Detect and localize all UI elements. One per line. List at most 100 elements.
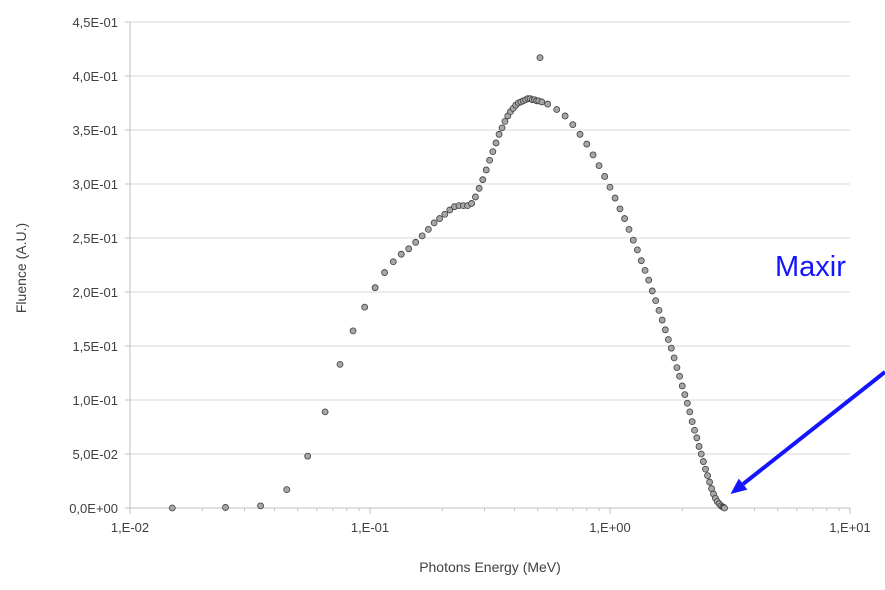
data-point — [673, 364, 681, 372]
data-point — [489, 148, 497, 156]
data-point — [706, 478, 713, 486]
data-point — [629, 236, 637, 244]
data-point — [637, 257, 645, 265]
data-point — [583, 140, 591, 148]
y-tick-label: 4,0E-01 — [72, 69, 118, 84]
data-point — [601, 173, 609, 180]
y-tick-label: 1,5E-01 — [72, 339, 118, 354]
data-point — [667, 344, 675, 352]
data-point — [283, 486, 291, 494]
data-point — [430, 219, 438, 227]
data-point — [655, 306, 663, 314]
data-point — [486, 156, 493, 164]
data-point — [686, 408, 694, 416]
data-point — [606, 183, 614, 191]
data-point — [498, 124, 506, 132]
data-point — [595, 162, 603, 170]
x-tick-label: 1,E-02 — [111, 520, 149, 535]
data-point — [683, 399, 691, 407]
data-point — [616, 205, 624, 213]
data-point — [641, 266, 649, 274]
x-axis-title: Photons Energy (MeV) — [419, 559, 561, 575]
data-point — [704, 472, 711, 480]
data-point — [412, 238, 420, 246]
data-point — [336, 360, 344, 368]
data-point — [349, 327, 357, 335]
data-point — [688, 418, 696, 426]
data-point — [553, 106, 561, 113]
data-point — [321, 408, 329, 416]
data-point — [495, 130, 503, 138]
data-point — [681, 391, 689, 399]
data-point — [695, 443, 703, 450]
data-point — [611, 194, 619, 202]
y-tick-label: 3,5E-01 — [72, 123, 118, 138]
data-points — [168, 54, 728, 512]
data-point — [501, 117, 509, 125]
data-point — [691, 426, 698, 434]
data-point — [446, 206, 454, 214]
data-point — [658, 316, 666, 324]
data-point — [492, 139, 500, 147]
data-point — [693, 434, 701, 442]
data-point — [536, 54, 544, 62]
data-point — [424, 225, 432, 233]
data-point — [405, 245, 413, 253]
data-point — [645, 276, 653, 284]
data-point — [576, 130, 584, 138]
data-point — [475, 184, 483, 192]
data-point — [371, 284, 379, 292]
y-tick-label: 2,5E-01 — [72, 231, 118, 246]
data-point — [664, 336, 672, 343]
data-point — [418, 232, 426, 240]
data-point — [436, 215, 444, 222]
data-point — [538, 98, 546, 106]
annotation-arrow — [741, 370, 885, 486]
data-point — [702, 465, 709, 473]
data-point — [678, 382, 686, 390]
annotation: Maxir — [730, 251, 885, 494]
data-point — [468, 200, 475, 207]
data-point — [441, 210, 449, 218]
y-tick-label: 2,0E-01 — [72, 285, 118, 300]
data-point — [652, 297, 660, 305]
y-tick-labels: 0,0E+00 5,0E-02 1,0E-01 1,5E-01 2,0E-01 2,5E-… — [69, 15, 118, 516]
data-point — [633, 246, 641, 254]
x-tick-labels: 1,E-02 1,E-01 1,E+00 1,E+01 — [111, 520, 871, 535]
axes — [129, 22, 850, 509]
data-point — [676, 372, 684, 380]
annotation-text: Maxir — [775, 251, 846, 283]
x-tick-label: 1,E+01 — [829, 520, 871, 535]
data-point — [648, 287, 656, 295]
y-tick-label: 5,0E-02 — [72, 447, 118, 462]
y-tick-label: 3,0E-01 — [72, 177, 118, 192]
data-point — [257, 502, 264, 510]
data-point — [561, 112, 569, 120]
data-point — [168, 504, 176, 512]
y-tick-label: 0,0E+00 — [69, 501, 118, 516]
data-point — [721, 504, 728, 512]
data-point — [304, 452, 312, 460]
data-point — [699, 458, 707, 465]
y-axis-title: Fluence (A.U.) — [13, 223, 29, 313]
data-point — [697, 450, 705, 458]
data-point — [397, 250, 405, 258]
data-point — [661, 326, 669, 334]
data-point — [361, 303, 369, 311]
data-point — [222, 504, 229, 511]
y-tick-label: 4,5E-01 — [72, 15, 118, 30]
data-point — [670, 354, 678, 362]
data-point — [544, 100, 552, 108]
gridlines — [125, 21, 851, 514]
annotation-arrow-head — [730, 478, 748, 494]
y-tick-label: 1,0E-01 — [72, 393, 118, 408]
data-point — [472, 193, 479, 201]
data-point — [569, 121, 577, 128]
data-point — [589, 151, 597, 159]
x-tick-label: 1,E+00 — [589, 520, 631, 535]
x-tick-label: 1,E-01 — [351, 520, 389, 535]
data-point — [389, 258, 397, 266]
data-point — [621, 215, 628, 222]
data-point — [625, 225, 633, 233]
